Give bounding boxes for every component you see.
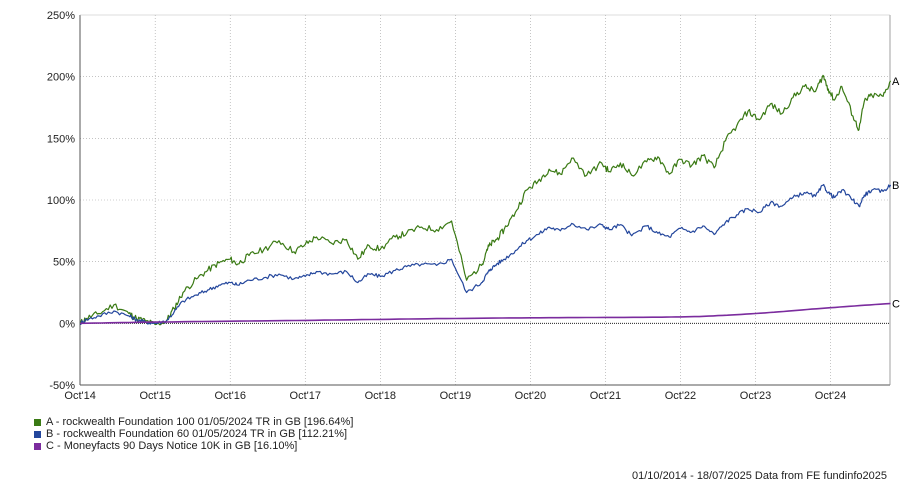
y-tick-label: 50% xyxy=(53,257,75,269)
series-end-label-a: A xyxy=(892,76,900,88)
x-tick-label: Oct'15 xyxy=(139,390,170,402)
legend-item-b: B - rockwealth Foundation 60 01/05/2024 … xyxy=(34,428,353,440)
x-tick-label: Oct'23 xyxy=(740,390,771,402)
legend-label-c: C - Moneyfacts 90 Days Notice 10K in GB … xyxy=(46,440,298,452)
x-tick-label: Oct'18 xyxy=(365,390,396,402)
series-line-a xyxy=(79,74,892,326)
legend-item-c: C - Moneyfacts 90 Days Notice 10K in GB … xyxy=(34,440,353,452)
axes xyxy=(79,14,891,386)
legend-label-a: A - rockwealth Foundation 100 01/05/2024… xyxy=(46,416,354,428)
data-source-footer: 01/10/2014 - 18/07/2025 Data from FE fun… xyxy=(631,470,887,482)
y-tick-label: 100% xyxy=(47,195,75,207)
grid xyxy=(80,15,890,385)
x-tick-label: Oct'24 xyxy=(815,390,846,402)
x-tick-label: Oct'16 xyxy=(215,390,246,402)
y-tick-label: 200% xyxy=(47,72,75,84)
y-tick-label: 0% xyxy=(59,318,75,330)
x-tick-label: Oct'20 xyxy=(515,390,546,402)
legend: A - rockwealth Foundation 100 01/05/2024… xyxy=(34,416,353,452)
series-line-c xyxy=(80,302,891,325)
tick-labels: -50% 0% 50% 100% 150% 200% 250% Oct'14 Oct'15 Oct… xyxy=(47,10,900,402)
series-lines xyxy=(79,74,892,326)
series-end-label-c: C xyxy=(892,298,900,310)
y-tick-label: 250% xyxy=(47,10,75,22)
line-chart: -50% 0% 50% 100% 150% 200% 250% Oct'14 Oct'15 Oct… xyxy=(47,10,900,402)
x-tick-label: Oct'19 xyxy=(440,390,471,402)
legend-item-a: A - rockwealth Foundation 100 01/05/2024… xyxy=(34,416,353,428)
legend-swatch-b xyxy=(34,430,41,438)
legend-label-b: B - rockwealth Foundation 60 01/05/2024 … xyxy=(46,428,348,440)
legend-swatch-c xyxy=(34,442,41,450)
legend-swatch-a xyxy=(34,418,41,426)
series-end-label-b: B xyxy=(892,180,899,192)
x-tick-label: Oct'22 xyxy=(665,390,696,402)
x-tick-label: Oct'21 xyxy=(590,390,621,402)
x-tick-label: Oct'17 xyxy=(290,390,321,402)
x-tick-label: Oct'14 xyxy=(64,390,95,402)
y-tick-label: -50% xyxy=(49,380,75,392)
y-tick-label: 150% xyxy=(47,133,75,145)
series-line-b xyxy=(79,183,892,325)
